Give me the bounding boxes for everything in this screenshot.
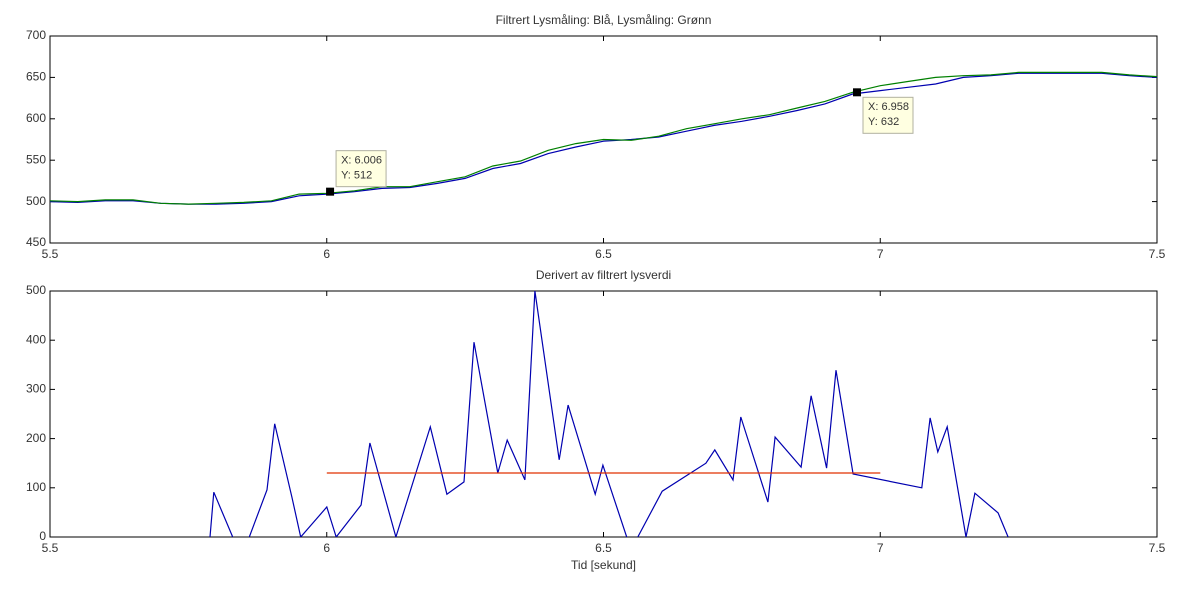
y-tick-label: 0: [39, 529, 46, 543]
data-line: [50, 72, 1157, 205]
datatip-text: Y: 512: [341, 170, 372, 182]
datatip-text: X: 6.958: [868, 101, 909, 113]
plot-lines: [50, 71, 1157, 205]
datatip-box: [862, 96, 914, 134]
data-line: [50, 71, 1157, 205]
y-tick-label: 500: [26, 194, 46, 208]
x-tick-label: 6.5: [595, 541, 612, 555]
plot-lines: [209, 291, 1009, 537]
y-tick-label: 400: [26, 332, 46, 346]
datatip-text: Y: 632: [868, 116, 899, 128]
y-tick-label: 200: [26, 431, 46, 445]
x-tick-label: 7.5: [1149, 247, 1166, 261]
datatip-marker: [853, 88, 862, 97]
x-tick-label: 5.5: [42, 247, 59, 261]
x-tick-label: 6: [323, 247, 330, 261]
y-tick-label: 600: [26, 111, 46, 125]
x-tick-label: 7.5: [1149, 541, 1166, 555]
chart-title: Derivert av filtrert lysverdi: [536, 268, 671, 282]
y-tick-label: 450: [26, 235, 46, 249]
y-tick-label: 650: [26, 70, 46, 84]
x-tick-label: 7: [877, 247, 884, 261]
x-tick-label: 7: [877, 541, 884, 555]
plot-area: [49, 290, 1158, 538]
datatip-box: [335, 150, 387, 188]
y-tick-label: 700: [26, 28, 46, 42]
y-tick-label: 500: [26, 283, 46, 297]
y-tick-label: 100: [26, 480, 46, 494]
y-tick-label: 300: [26, 382, 46, 396]
x-tick-label: 5.5: [42, 541, 59, 555]
x-axis-label: Tid [sekund]: [571, 558, 636, 572]
y-tick-label: 550: [26, 152, 46, 166]
data-line: [209, 291, 1009, 537]
datatip-text: X: 6.006: [341, 155, 382, 167]
chart-title: Filtrert Lysmåling: Blå, Lysmåling: Grøn…: [496, 13, 712, 27]
x-tick-label: 6: [323, 541, 330, 555]
x-tick-label: 6.5: [595, 247, 612, 261]
datatip-marker: [326, 187, 335, 196]
